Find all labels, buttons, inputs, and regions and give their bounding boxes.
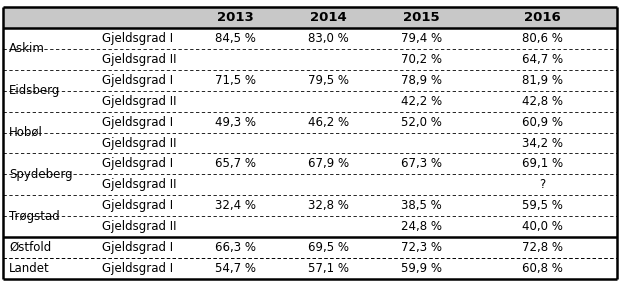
Text: 67,9 %: 67,9 %: [308, 157, 349, 170]
Text: ?: ?: [539, 178, 546, 191]
Text: Gjeldsgrad I: Gjeldsgrad I: [102, 157, 174, 170]
Text: Gjeldsgrad I: Gjeldsgrad I: [102, 116, 174, 129]
Text: Gjeldsgrad I: Gjeldsgrad I: [102, 74, 174, 87]
Text: Gjeldsgrad II: Gjeldsgrad II: [102, 220, 177, 233]
Text: 32,8 %: 32,8 %: [308, 199, 349, 212]
Text: 81,9 %: 81,9 %: [522, 74, 563, 87]
Text: 80,6 %: 80,6 %: [522, 32, 563, 45]
Text: 2014: 2014: [310, 11, 347, 24]
Text: 67,3 %: 67,3 %: [401, 157, 442, 170]
Text: 54,7 %: 54,7 %: [215, 262, 256, 275]
Text: 46,2 %: 46,2 %: [308, 116, 349, 129]
Text: 34,2 %: 34,2 %: [522, 136, 563, 150]
Text: 38,5 %: 38,5 %: [401, 199, 442, 212]
Text: Gjeldsgrad I: Gjeldsgrad I: [102, 199, 174, 212]
Text: Gjeldsgrad II: Gjeldsgrad II: [102, 136, 177, 150]
Text: 40,0 %: 40,0 %: [522, 220, 563, 233]
Text: Gjeldsgrad I: Gjeldsgrad I: [102, 32, 174, 45]
Text: 70,2 %: 70,2 %: [401, 53, 442, 66]
Text: Trøgstad: Trøgstad: [9, 210, 60, 223]
Text: Gjeldsgrad II: Gjeldsgrad II: [102, 178, 177, 191]
Text: 24,8 %: 24,8 %: [401, 220, 442, 233]
Text: Spydeberg: Spydeberg: [9, 168, 73, 181]
Text: 79,4 %: 79,4 %: [401, 32, 442, 45]
Text: 65,7 %: 65,7 %: [215, 157, 256, 170]
Bar: [3, 7, 617, 28]
Text: Askim: Askim: [9, 42, 45, 55]
Text: 78,9 %: 78,9 %: [401, 74, 442, 87]
Text: 2016: 2016: [524, 11, 561, 24]
Text: Gjeldsgrad I: Gjeldsgrad I: [102, 241, 174, 254]
Text: 32,4 %: 32,4 %: [215, 199, 256, 212]
Text: 83,0 %: 83,0 %: [308, 32, 349, 45]
Text: 69,1 %: 69,1 %: [522, 157, 563, 170]
Text: 49,3 %: 49,3 %: [215, 116, 256, 129]
Text: 59,5 %: 59,5 %: [522, 199, 563, 212]
Text: 60,8 %: 60,8 %: [522, 262, 563, 275]
Text: Gjeldsgrad I: Gjeldsgrad I: [102, 262, 174, 275]
Text: 57,1 %: 57,1 %: [308, 262, 349, 275]
Text: 59,9 %: 59,9 %: [401, 262, 442, 275]
Text: 84,5 %: 84,5 %: [215, 32, 256, 45]
Text: 79,5 %: 79,5 %: [308, 74, 349, 87]
Text: Gjeldsgrad II: Gjeldsgrad II: [102, 53, 177, 66]
Text: 2015: 2015: [403, 11, 440, 24]
Text: 66,3 %: 66,3 %: [215, 241, 256, 254]
Text: 60,9 %: 60,9 %: [522, 116, 563, 129]
Text: Østfold: Østfold: [9, 241, 51, 254]
Text: 69,5 %: 69,5 %: [308, 241, 349, 254]
Text: Gjeldsgrad II: Gjeldsgrad II: [102, 95, 177, 108]
Text: Eidsberg: Eidsberg: [9, 84, 61, 97]
Text: 64,7 %: 64,7 %: [522, 53, 563, 66]
Text: Hobøl: Hobøl: [9, 126, 43, 139]
Text: Landet: Landet: [9, 262, 50, 275]
Text: 72,8 %: 72,8 %: [522, 241, 563, 254]
Text: 42,8 %: 42,8 %: [522, 95, 563, 108]
Text: 52,0 %: 52,0 %: [401, 116, 442, 129]
Text: 71,5 %: 71,5 %: [215, 74, 256, 87]
Text: 2013: 2013: [217, 11, 254, 24]
Text: 72,3 %: 72,3 %: [401, 241, 442, 254]
Text: 42,2 %: 42,2 %: [401, 95, 442, 108]
